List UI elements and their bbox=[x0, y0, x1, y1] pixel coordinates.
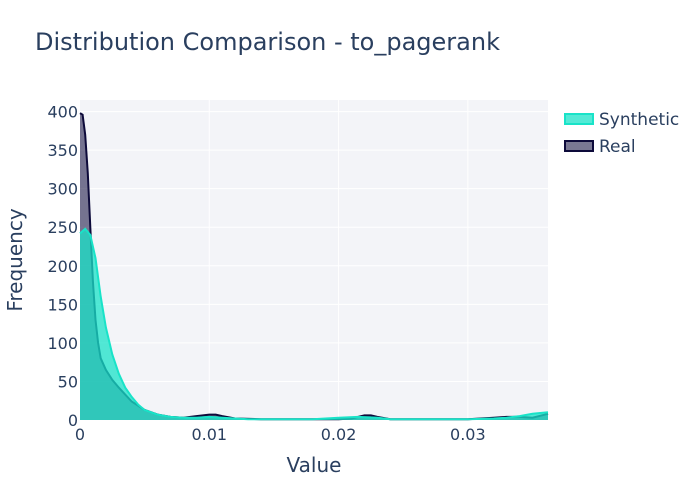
x-tick-label: 0.02 bbox=[321, 425, 357, 444]
y-tick-label: 250 bbox=[47, 218, 78, 237]
x-tick-label: 0.01 bbox=[191, 425, 227, 444]
x-axis-title: Value bbox=[287, 453, 342, 477]
x-tick-label: 0.03 bbox=[450, 425, 486, 444]
plot-area bbox=[80, 100, 548, 420]
legend-swatch bbox=[564, 113, 594, 125]
y-tick-label: 100 bbox=[47, 334, 78, 353]
x-tick-label: 0 bbox=[75, 425, 85, 444]
chart-title: Distribution Comparison - to_pagerank bbox=[35, 28, 500, 56]
y-tick-label: 200 bbox=[47, 257, 78, 276]
legend[interactable]: Synthetic Real bbox=[564, 110, 679, 157]
series-layer bbox=[79, 112, 549, 421]
x-axis-ticks: 0 0.01 0.02 0.03 bbox=[75, 425, 486, 444]
legend-item-real[interactable]: Real bbox=[564, 137, 636, 157]
y-tick-label: 300 bbox=[47, 180, 78, 199]
y-tick-label: 350 bbox=[47, 141, 78, 160]
grid-lines bbox=[80, 100, 548, 420]
legend-label: Real bbox=[599, 137, 636, 157]
y-tick-label: 150 bbox=[47, 295, 78, 314]
y-tick-label: 50 bbox=[58, 372, 78, 391]
legend-item-synthetic[interactable]: Synthetic bbox=[564, 110, 679, 130]
synthetic-area bbox=[80, 228, 548, 420]
y-axis-ticks: 0 50 100 150 200 250 300 350 400 bbox=[47, 103, 78, 430]
y-tick-label: 400 bbox=[47, 103, 78, 122]
synthetic-line bbox=[79, 227, 549, 421]
y-axis-title: Frequency bbox=[3, 208, 27, 311]
legend-label: Synthetic bbox=[599, 110, 679, 130]
y-tick-label: 0 bbox=[68, 411, 78, 430]
legend-swatch bbox=[564, 140, 594, 152]
